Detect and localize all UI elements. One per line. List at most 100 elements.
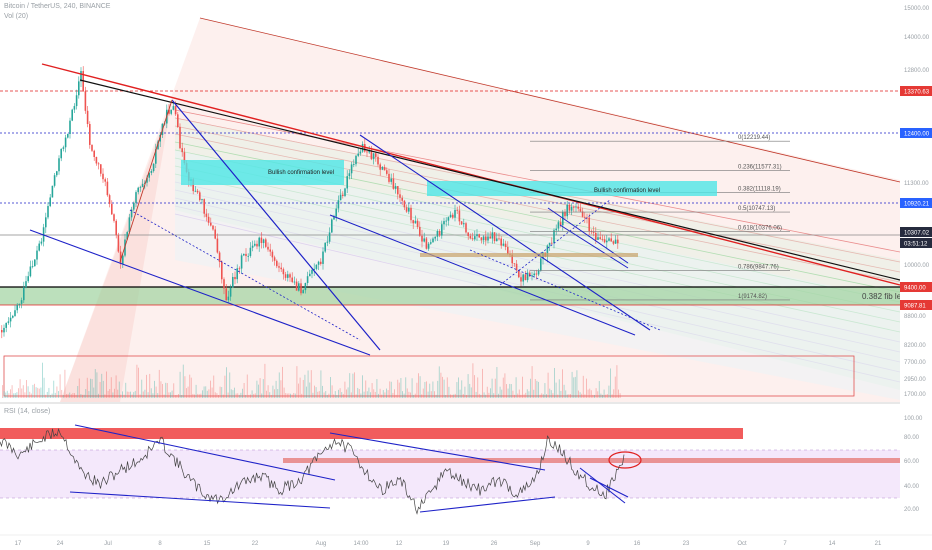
volume-bar xyxy=(214,392,216,398)
volume-bar xyxy=(342,393,344,398)
volume-bar xyxy=(510,384,512,398)
volume-bar xyxy=(77,386,79,398)
volume-bar xyxy=(552,393,554,398)
candle-body xyxy=(467,232,469,237)
volume-bar xyxy=(318,391,320,398)
candle-body xyxy=(25,281,27,288)
volume-bar xyxy=(306,386,307,398)
candle-body xyxy=(548,242,551,246)
candle-body xyxy=(60,148,62,159)
candle-body xyxy=(498,238,500,240)
time-tick-label: 19 xyxy=(443,541,450,547)
rsi-trend-line xyxy=(69,491,331,509)
volume-bar xyxy=(504,373,506,398)
candle-body xyxy=(130,209,133,218)
volume-bar xyxy=(307,370,309,398)
volume-bar xyxy=(136,364,138,398)
candle-body xyxy=(546,245,549,257)
volume-bar xyxy=(91,379,93,398)
fan-line xyxy=(174,133,901,283)
volume-bar xyxy=(299,377,301,398)
price-badge-label: 9087.81 xyxy=(904,304,926,310)
volume-bar xyxy=(570,394,571,398)
candle-body xyxy=(526,272,529,281)
time-tick-label: 24 xyxy=(57,541,64,547)
candle-body xyxy=(350,164,353,174)
volume-bar xyxy=(29,391,31,398)
price-tick-label: 14000.00 xyxy=(904,35,930,41)
volume-bar xyxy=(117,389,119,398)
volume-bar xyxy=(614,376,616,398)
volume-bar xyxy=(493,393,495,398)
candle-body xyxy=(410,207,412,221)
candle-body xyxy=(38,243,40,251)
candle-body xyxy=(291,277,293,282)
volume-bar xyxy=(365,380,367,398)
candle-body xyxy=(262,239,265,244)
candle-body xyxy=(287,274,289,278)
candle-body xyxy=(133,202,135,210)
volume-bar xyxy=(416,382,418,398)
volume-bar xyxy=(59,374,61,398)
volume-bar xyxy=(472,363,474,398)
volume-bar xyxy=(6,390,8,398)
candle-body xyxy=(113,214,115,221)
volume-bar xyxy=(595,388,597,398)
price-badge xyxy=(900,128,932,138)
candle-body xyxy=(390,178,392,182)
volume-bar xyxy=(19,379,21,398)
rsi-trend-line xyxy=(329,432,546,471)
volume-bar xyxy=(427,391,429,398)
volume-bar xyxy=(454,393,456,398)
candle-body xyxy=(322,251,324,264)
candle-body xyxy=(434,236,436,239)
volume-bar xyxy=(574,376,576,398)
volume-bar xyxy=(258,384,259,398)
volume-bar xyxy=(187,386,189,398)
price-tick-label: 1700.00 xyxy=(904,392,926,398)
volume-bar xyxy=(166,383,168,398)
volume-bar xyxy=(282,366,283,398)
candle-body xyxy=(249,247,252,256)
volume-bar xyxy=(102,380,104,398)
price-badge-label: 10920.21 xyxy=(904,202,930,208)
volume-bar xyxy=(310,370,312,398)
volume-bar xyxy=(395,394,397,398)
volume-bar xyxy=(210,380,211,398)
candle-body xyxy=(511,254,513,264)
volume-bar xyxy=(474,375,475,398)
volume-bar xyxy=(16,392,18,398)
volume-bar xyxy=(461,380,463,398)
volume-bar xyxy=(440,372,442,398)
rsi-tick-label: 40.00 xyxy=(904,484,920,490)
volume-bar xyxy=(270,394,272,398)
volume-bar xyxy=(251,390,253,398)
candle-body xyxy=(265,239,267,247)
volume-bar xyxy=(181,394,183,398)
candle-body xyxy=(551,242,553,244)
volume-bar xyxy=(171,390,173,398)
volume-bar xyxy=(611,394,613,398)
candle-body xyxy=(489,236,491,239)
volume-bar xyxy=(278,372,280,398)
volume-bar xyxy=(13,393,15,398)
fib-level-label: 0.382(11118.19) xyxy=(738,187,781,193)
candle-body xyxy=(427,243,430,249)
candle-body xyxy=(335,208,337,217)
volume-bar xyxy=(99,381,101,398)
candle-body xyxy=(7,321,10,323)
volume-bar xyxy=(424,381,426,398)
candle-body xyxy=(357,153,359,156)
candle-body xyxy=(366,151,368,153)
candle-body xyxy=(480,237,483,241)
candle-body xyxy=(399,194,401,198)
candle-body xyxy=(238,268,241,270)
volume-bar xyxy=(443,379,445,398)
volume-bar xyxy=(70,394,72,398)
time-tick-label: 16 xyxy=(634,541,641,547)
volume-bar xyxy=(141,379,143,398)
candle-body xyxy=(405,207,408,212)
volume-bar xyxy=(51,393,53,398)
volume-bar xyxy=(536,380,538,398)
